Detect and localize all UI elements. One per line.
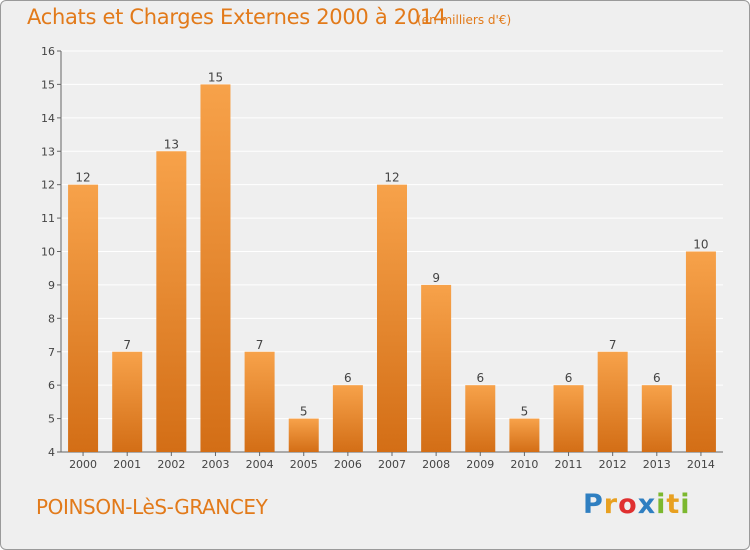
commune-name: POINSON-LèS-GRANCEY — [36, 495, 268, 519]
data-label: 9 — [432, 271, 440, 285]
data-label: 7 — [256, 338, 264, 352]
data-label: 12 — [75, 171, 90, 185]
bar-2008 — [421, 284, 452, 452]
bar-2012 — [597, 351, 628, 452]
bar-2010 — [509, 418, 540, 452]
y-tick-label: 11 — [41, 212, 55, 225]
x-tick-label: 2002 — [157, 458, 185, 471]
logo-letter: t — [666, 489, 681, 520]
y-tick-label: 16 — [41, 45, 55, 58]
bar-2006 — [332, 385, 363, 452]
data-label: 13 — [164, 137, 179, 151]
chart-title: Achats et Charges Externes 2000 à 2014 — [27, 5, 447, 29]
y-tick-label: 14 — [41, 112, 55, 125]
y-tick-label: 12 — [41, 179, 55, 192]
y-tick-label: 8 — [48, 312, 55, 325]
bar-2002 — [156, 151, 187, 452]
x-tick-label: 2009 — [466, 458, 494, 471]
bar-2004 — [244, 351, 275, 452]
logo-letter: i — [680, 489, 691, 520]
bar-2000 — [68, 184, 99, 452]
y-tick-label: 5 — [48, 413, 55, 426]
bar-2003 — [200, 84, 231, 453]
bar-2013 — [641, 385, 672, 452]
data-label: 15 — [208, 70, 223, 84]
x-tick-label: 2008 — [422, 458, 450, 471]
y-tick-label: 6 — [48, 379, 55, 392]
bar-2009 — [465, 385, 496, 452]
x-tick-label: 2004 — [246, 458, 274, 471]
chart-subtitle: (en milliers d'€) — [417, 13, 512, 27]
y-tick-label: 9 — [48, 279, 55, 292]
x-tick-label: 2007 — [378, 458, 406, 471]
bar-2001 — [112, 351, 143, 452]
x-tick-label: 2006 — [334, 458, 362, 471]
x-tick-label: 2003 — [201, 458, 229, 471]
x-tick-label: 2001 — [113, 458, 141, 471]
x-tick-label: 2012 — [599, 458, 627, 471]
logo-letter: r — [603, 489, 619, 520]
bar-2007 — [377, 184, 407, 452]
x-tick-label: 2013 — [643, 458, 671, 471]
data-label: 7 — [123, 338, 131, 352]
data-label: 6 — [653, 371, 661, 385]
y-tick-label: 13 — [41, 145, 55, 158]
data-label: 7 — [609, 338, 617, 352]
y-tick-label: 4 — [48, 446, 55, 459]
data-label: 6 — [476, 371, 484, 385]
logo-letter: x — [637, 489, 657, 520]
x-tick-label: 2000 — [69, 458, 97, 471]
x-tick-label: 2005 — [290, 458, 318, 471]
logo-letter: o — [618, 489, 638, 520]
data-label: 12 — [384, 171, 399, 185]
data-label: 5 — [521, 405, 529, 419]
x-tick-label: 2014 — [687, 458, 715, 471]
logo-letter: P — [583, 489, 604, 520]
data-label: 6 — [565, 371, 573, 385]
bar-2005 — [288, 418, 319, 452]
proxiti-logo: Proxiti — [583, 489, 691, 520]
data-label: 5 — [300, 405, 308, 419]
x-tick-label: 2010 — [510, 458, 538, 471]
x-tick-label: 2011 — [555, 458, 583, 471]
y-tick-label: 10 — [41, 246, 55, 259]
data-label: 10 — [693, 238, 708, 252]
bar-2011 — [553, 385, 584, 452]
y-tick-label: 15 — [41, 78, 55, 91]
data-label: 6 — [344, 371, 352, 385]
bar-2014 — [685, 251, 716, 452]
y-tick-label: 7 — [48, 346, 55, 359]
logo-letter: i — [656, 489, 667, 520]
